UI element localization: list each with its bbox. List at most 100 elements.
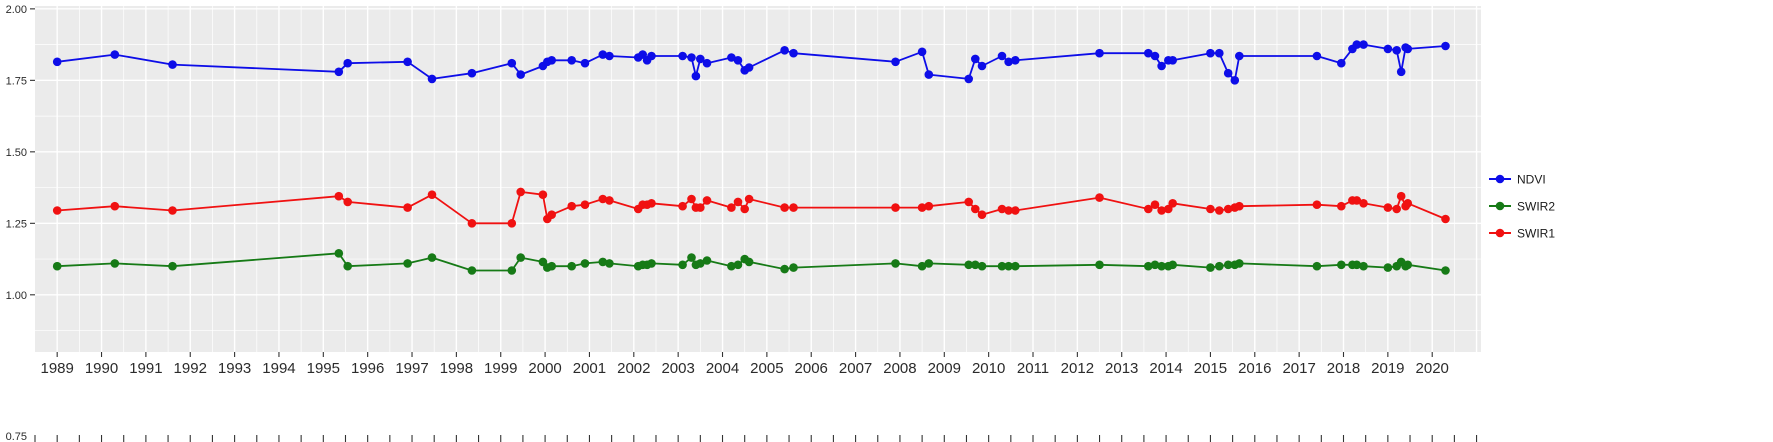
data-point-SWIR1 [924,201,934,211]
data-point-SWIR1 [1359,199,1368,208]
data-point-NDVI [789,48,798,58]
series-points-SWIR1 [52,187,1450,228]
series-points-NDVI [52,40,1450,85]
data-point-SWIR1 [702,196,712,205]
y-axis-tick-label: 1.50 [6,147,27,159]
data-point-SWIR1 [605,196,614,205]
data-point-NDVI [580,58,590,68]
data-point-SWIR1 [1337,201,1346,211]
data-point-NDVI [780,46,789,55]
data-point-NDVI [1230,76,1240,85]
plot-panel [35,6,1481,352]
data-point-NDVI [1144,48,1153,58]
x-axis-tick-label: 2008 [883,360,916,377]
data-point-SWIR2 [678,260,687,270]
y-axis: 2.00 1.75 1.50 1.25 1.00 [6,4,35,302]
x-axis-tick-label: 1992 [174,360,207,377]
data-point-NDVI [1011,56,1020,65]
data-point-SWIR2 [727,261,736,271]
data-point-SWIR2 [580,259,590,268]
data-point-SWIR1 [1144,204,1153,214]
data-point-NDVI [1312,51,1322,61]
data-point-SWIR1 [733,197,743,207]
x-axis-tick-label: 1995 [307,360,340,377]
data-point-SWIR2 [924,259,934,268]
data-point-NDVI [1352,40,1362,49]
data-point-NDVI [687,53,696,62]
data-point-SWIR2 [1359,261,1368,271]
data-point-NDVI [1095,48,1104,58]
data-point-SWIR2 [891,259,900,268]
data-point-SWIR2 [1441,266,1450,275]
data-point-SWIR1 [696,203,705,212]
data-point-NDVI [168,60,177,69]
x-axis-tick-label: 1991 [129,360,162,377]
data-point-NDVI [964,74,973,84]
x-axis-tick-label: 2015 [1194,360,1227,377]
y-axis-tick-label: 2.00 [6,4,27,16]
data-point-NDVI [403,57,412,67]
data-point-SWIR1 [971,204,980,214]
data-point-NDVI [1403,44,1413,54]
data-point-SWIR2 [1235,259,1244,268]
legend-key-point-SWIR2 [1495,201,1505,211]
data-point-SWIR2 [52,261,62,271]
data-point-NDVI [733,56,743,65]
series-points-SWIR2 [52,249,1450,275]
data-point-SWIR2 [1223,260,1233,270]
data-point-SWIR2 [1168,260,1177,270]
data-point-SWIR2 [403,259,412,268]
data-point-SWIR1 [598,194,608,204]
x-axis-tick-label: 2005 [750,360,783,377]
x-axis-tick-label: 2001 [573,360,606,377]
x-axis-tick-label: 2020 [1416,360,1449,377]
data-point-SWIR1 [467,219,477,228]
data-point-SWIR2 [964,260,973,270]
data-point-NDVI [1383,44,1393,54]
data-point-NDVI [547,56,556,65]
data-point-SWIR1 [1403,199,1413,208]
x-axis-tick-label: 2013 [1105,360,1138,377]
data-point-SWIR1 [1235,201,1244,211]
data-point-SWIR2 [780,264,789,274]
data-point-SWIR1 [687,194,696,204]
data-point-SWIR2 [1157,261,1166,271]
x-axis-tick-label: 2007 [839,360,872,377]
legend-label-SWIR2: SWIR2 [1517,200,1555,214]
data-point-SWIR2 [507,266,517,275]
x-axis-tick-label: 2012 [1061,360,1094,377]
data-point-SWIR1 [516,187,525,197]
data-point-SWIR2 [971,260,980,270]
data-point-SWIR2 [917,261,927,271]
data-point-NDVI [334,67,344,77]
x-axis: 1989 1990 1991 1992 1993 1994 1995 1996 1997 1998… [40,352,1449,377]
data-point-SWIR1 [1011,206,1020,215]
data-point-SWIR1 [403,203,412,212]
data-point-SWIR1 [1206,204,1215,214]
data-point-NDVI [1223,68,1233,78]
data-point-SWIR2 [1150,260,1160,270]
y-axis-tick-label: 1.00 [6,290,27,302]
x-axis-tick-label: 1990 [85,360,118,377]
data-point-NDVI [427,74,437,84]
data-point-NDVI [727,53,736,62]
data-point-SWIR2 [1312,261,1322,271]
data-point-SWIR1 [780,203,789,212]
data-point-NDVI [678,51,687,61]
data-point-SWIR2 [110,259,120,268]
x-axis-tick-label: 1993 [218,360,251,377]
data-point-NDVI [1215,48,1224,58]
data-point-NDVI [1235,51,1244,61]
data-point-SWIR1 [1352,196,1362,205]
data-point-NDVI [1441,41,1450,51]
data-point-NDVI [605,51,614,61]
data-point-SWIR1 [1095,193,1104,202]
x-axis-tick-label: 1996 [351,360,384,377]
data-point-SWIR1 [1312,200,1322,209]
data-point-SWIR2 [467,266,477,275]
data-point-SWIR1 [580,200,590,209]
data-point-SWIR1 [427,190,437,199]
data-point-NDVI [507,58,517,68]
x-axis-tick-label: 1997 [395,360,428,377]
